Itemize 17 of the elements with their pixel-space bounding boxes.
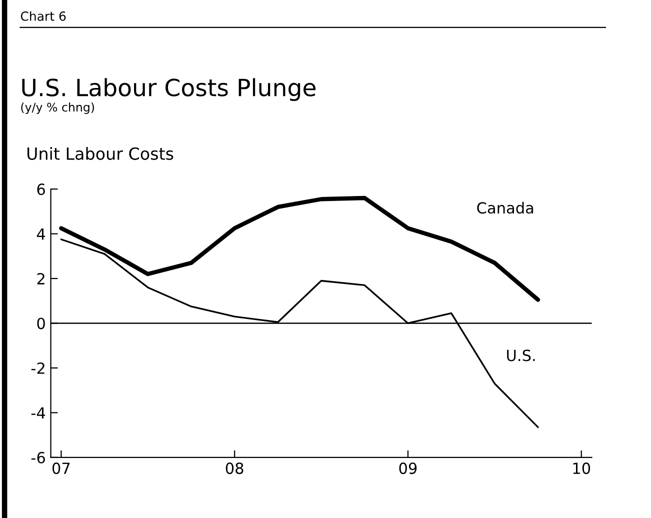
y-tick-label: 0 <box>37 318 45 330</box>
x-tick-label: 08 <box>226 462 244 474</box>
chart-title: U.S. Labour Costs Plunge <box>22 78 316 102</box>
x-tick-label: 09 <box>399 462 417 474</box>
y-tick-label: -6 <box>31 452 45 464</box>
y-tick-label: -4 <box>31 407 46 418</box>
text: Unit Labour Costs <box>27 147 174 160</box>
y-tick-label: -2 <box>31 362 44 374</box>
chart-subtitle: (y/y % chng) <box>21 102 94 114</box>
series-label: U.S. <box>507 350 535 362</box>
y-tick-label: 4 <box>36 228 46 240</box>
y-tick-label: 6 <box>37 184 45 196</box>
caption: Chart 6 <box>20 11 66 21</box>
x-tick-label: 10 <box>573 462 590 474</box>
text: Canada <box>477 202 534 214</box>
x-tick-label: 07 <box>52 462 70 474</box>
y-tick-label: 2 <box>37 272 44 284</box>
